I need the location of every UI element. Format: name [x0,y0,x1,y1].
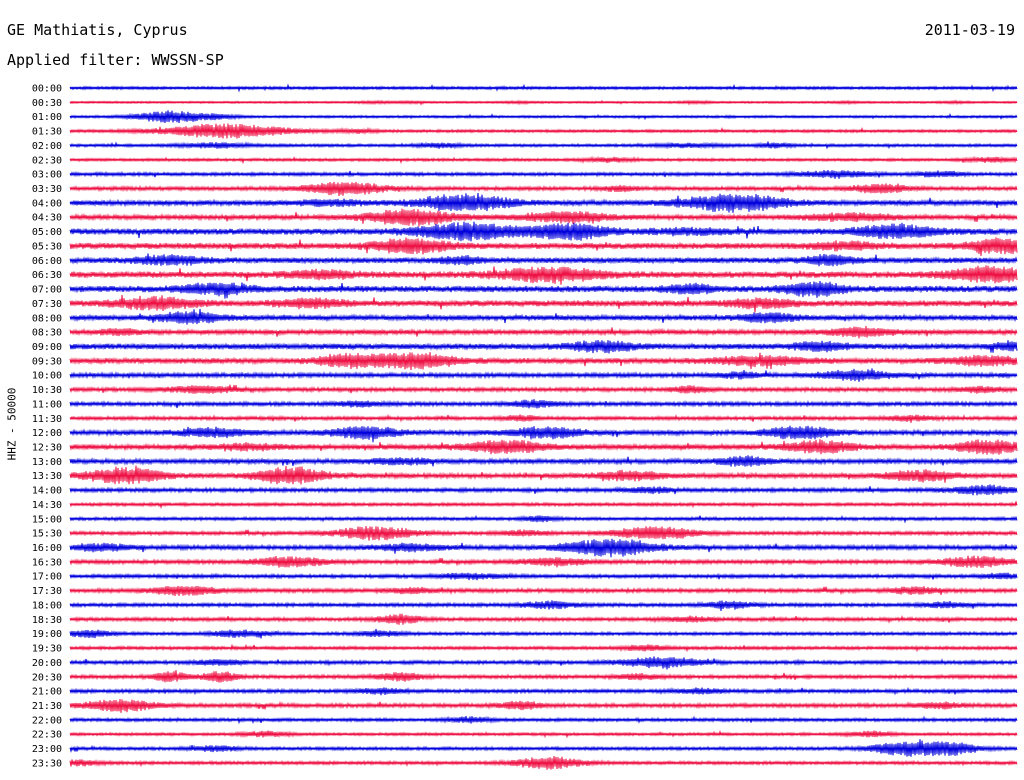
time-label: 14:30 [32,500,62,511]
time-label: 17:30 [32,586,62,597]
time-label: 01:30 [32,127,62,138]
time-label: 00:00 [32,84,62,95]
time-label: 00:30 [32,98,62,109]
time-label: 01:00 [32,112,62,123]
time-label: 04:00 [32,198,62,209]
time-label: 07:30 [32,299,62,310]
trace-line [69,425,1018,443]
time-label: 09:30 [32,356,62,367]
time-label: 12:30 [32,443,62,454]
time-label: 17:00 [32,572,62,583]
time-label: 11:30 [32,414,62,425]
time-label: 10:00 [32,371,62,382]
time-label: 05:30 [32,241,62,252]
time-label: 21:00 [32,687,62,698]
trace-line [69,280,1018,299]
time-label: 20:00 [32,658,62,669]
time-label: 06:00 [32,256,62,267]
time-label: 22:00 [32,715,62,726]
time-label: 08:30 [32,328,62,339]
time-label: 08:00 [32,313,62,324]
time-label: 09:00 [32,342,62,353]
time-labels: 00:00 00:30 01:00 01:30 02:00 02:30 03:00 03:30… [32,84,62,770]
trace-line [69,265,1018,285]
time-label: 23:00 [32,744,62,755]
filter-label: Applied filter: WWSSN-SP [7,51,224,69]
waveform-traces [69,83,1018,770]
time-label: 03:30 [32,184,62,195]
time-label: 15:30 [32,529,62,540]
time-label: 16:00 [32,543,62,554]
time-label: 18:00 [32,600,62,611]
time-label: 10:30 [32,385,62,396]
time-label: 03:00 [32,170,62,181]
time-label: 22:30 [32,730,62,741]
trace-line [69,308,1018,325]
time-label: 12:00 [32,428,62,439]
time-label: 13:00 [32,457,62,468]
time-label: 19:00 [32,629,62,640]
time-label: 02:30 [32,155,62,166]
time-label: 16:30 [32,557,62,568]
time-label: 21:30 [32,701,62,712]
time-label: 13:30 [32,471,62,482]
time-label: 07:00 [32,285,62,296]
time-label: 23:30 [32,758,62,769]
time-label: 06:30 [32,270,62,281]
date-label: 2011-03-19 [924,21,1015,39]
time-label: 05:00 [32,227,62,238]
time-label: 14:00 [32,486,62,497]
time-label: 15:00 [32,514,62,525]
station-title: GE Mathiatis, Cyprus [7,21,188,39]
time-label: 11:00 [32,399,62,410]
time-label: 20:30 [32,672,62,683]
time-label: 04:30 [32,213,62,224]
time-label: 18:30 [32,615,62,626]
time-label: 02:00 [32,141,62,152]
time-label: 19:30 [32,644,62,655]
